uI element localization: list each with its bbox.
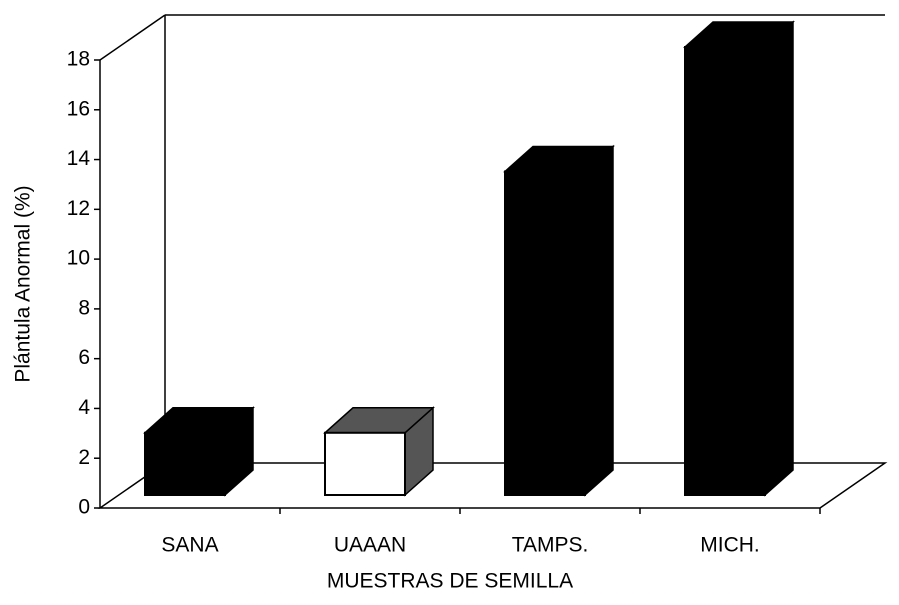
y-tick-label: 12 xyxy=(67,197,90,220)
y-tick-label: 0 xyxy=(78,496,90,519)
y-tick-label: 14 xyxy=(67,147,91,170)
y-tick-label: 16 xyxy=(67,97,90,120)
bar-front xyxy=(324,431,406,496)
floor xyxy=(97,462,888,509)
y-axis-label: Plántula Anormal (%) xyxy=(12,185,35,382)
bar-front xyxy=(144,431,226,496)
y-tick-label: 6 xyxy=(78,346,90,369)
x-tick-label: TAMPS. xyxy=(512,534,589,557)
bar-front xyxy=(504,170,586,496)
wall-diagonal xyxy=(99,14,166,61)
bar-side xyxy=(764,20,794,497)
x-tick-label: SANA xyxy=(161,534,218,557)
bar-front xyxy=(684,46,766,496)
x-tick-label: UAAAN xyxy=(334,534,406,557)
y-tick-label: 10 xyxy=(67,247,90,270)
frame xyxy=(97,14,888,509)
y-tick-label: 4 xyxy=(78,396,90,419)
bar-side xyxy=(584,144,614,497)
x-axis-label: MUESTRAS DE SEMILLA xyxy=(327,570,573,593)
y-tick-label: 18 xyxy=(67,48,90,71)
y-tick-label: 2 xyxy=(78,446,90,469)
y-tick-label: 8 xyxy=(78,296,90,319)
x-tick-label: MICH. xyxy=(700,534,760,557)
